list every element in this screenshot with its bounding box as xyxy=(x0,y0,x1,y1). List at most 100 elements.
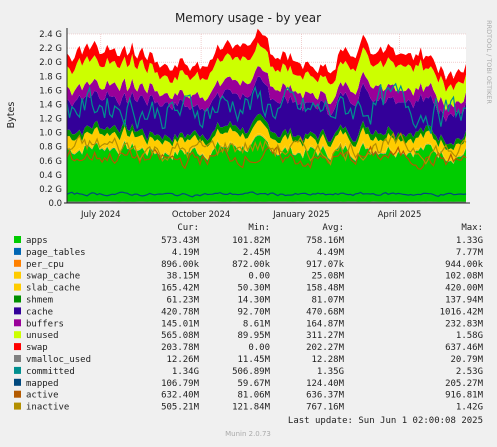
legend-value: 767.16M xyxy=(306,403,345,413)
legend-value: 106.79M xyxy=(161,379,200,389)
legend-name: slab_cache xyxy=(26,284,80,294)
legend-name: per_cpu xyxy=(26,260,64,270)
legend-name: unused xyxy=(26,331,59,341)
legend-value: 202.27M xyxy=(306,343,345,353)
legend-value: 470.68M xyxy=(306,307,345,317)
legend-swatch xyxy=(14,295,21,303)
legend-name: page_tables xyxy=(26,248,86,258)
axis-ticks: 0.0 0.2 G 0.4 G 0.6 G 0.8 G 1.0 G 1.2 G 1.4 G 1.… xyxy=(39,30,421,220)
x-tick-label: April 2025 xyxy=(378,210,422,220)
legend-swatch xyxy=(14,247,21,255)
legend-name: inactive xyxy=(26,403,69,413)
legend-header: Cur: xyxy=(177,223,199,233)
area-unused xyxy=(67,42,466,111)
y-tick-label: 0.2 G xyxy=(39,185,62,195)
legend-name: apps xyxy=(26,236,48,246)
y-tick-label: 1.8 G xyxy=(39,72,62,82)
axes xyxy=(64,28,470,204)
legend-value: 506.89M xyxy=(232,367,271,377)
y-tick-label: 2.2 G xyxy=(39,44,62,54)
legend-swatch xyxy=(14,402,21,410)
legend-header: Avg: xyxy=(322,223,344,233)
legend-value: 25.08M xyxy=(311,272,344,282)
side-label: RRDTOOL / TOBI OETIKER xyxy=(485,20,493,104)
legend-value: 896.00k xyxy=(161,260,200,270)
area-swap_cache xyxy=(67,133,466,164)
area-slab_cache xyxy=(67,120,466,162)
legend-value: 20.79M xyxy=(450,355,483,365)
legend-value: 2.45M xyxy=(243,248,271,258)
legend-value: 137.94M xyxy=(445,296,484,306)
legend-value: 916.81M xyxy=(445,391,484,401)
legend-value: 1016.42M xyxy=(440,307,484,317)
legend-swatch xyxy=(14,343,21,351)
legend-value: 420.00M xyxy=(445,284,484,294)
legend-swatch xyxy=(14,390,21,398)
legend-value: 1.42G xyxy=(456,403,483,413)
legend-value: 565.08M xyxy=(161,331,200,341)
line-vmalloc_used xyxy=(67,201,467,204)
legend-value: 12.28M xyxy=(311,355,344,365)
line-inactive xyxy=(66,132,467,166)
last-update: Last update: Sun Jun 1 02:00:08 2025 xyxy=(288,416,483,426)
y-tick-label: 0.0 xyxy=(48,199,62,209)
legend-value: 758.16M xyxy=(306,236,345,246)
legend-swatch xyxy=(14,355,21,362)
legend-value: 101.82M xyxy=(232,236,271,246)
legend-value: 872.00k xyxy=(232,260,271,270)
footer-version: Munin 2.0.73 xyxy=(225,430,271,438)
area-apps xyxy=(67,135,466,203)
line-mapped xyxy=(66,191,467,198)
legend-swatch xyxy=(14,331,21,339)
y-tick-label: 1.6 G xyxy=(39,86,62,96)
legend-value: 8.61M xyxy=(243,319,271,329)
y-tick-label: 1.4 G xyxy=(39,100,62,110)
legend-value: 92.70M xyxy=(237,307,270,317)
legend-name: swap xyxy=(26,343,48,353)
legend-swatch xyxy=(14,236,21,243)
line-committed xyxy=(66,82,467,134)
legend-value: 11.45M xyxy=(237,355,270,365)
legend-name: cache xyxy=(26,307,53,317)
line-active xyxy=(66,145,467,170)
legend-name: active xyxy=(26,391,59,401)
y-tick-label: 0.4 G xyxy=(39,171,62,181)
y-axis-label: Bytes xyxy=(6,102,17,129)
legend: Cur: Min: Avg: Max: apps 573.43M 101.82M 758.16… xyxy=(14,223,484,413)
legend-value: 232.83M xyxy=(445,319,484,329)
legend-name: mapped xyxy=(26,379,59,389)
legend-value: 1.34G xyxy=(172,367,199,377)
legend-value: 944.00k xyxy=(445,260,484,270)
y-tick-label: 1.2 G xyxy=(39,115,62,125)
legend-value: 0.00 xyxy=(248,343,270,353)
area-swap xyxy=(67,28,466,92)
y-tick-label: 2.0 G xyxy=(39,58,62,68)
legend-value: 145.01M xyxy=(161,319,200,329)
legend-header: Min: xyxy=(248,223,270,233)
legend-value: 636.37M xyxy=(306,391,345,401)
legend-value: 917.07k xyxy=(306,260,345,270)
y-tick-label: 2.4 G xyxy=(39,30,62,40)
y-tick-label: 1.0 G xyxy=(39,129,62,139)
legend-value: 205.27M xyxy=(445,379,484,389)
legend-swatch xyxy=(14,378,21,386)
chart-title: Memory usage - by year xyxy=(175,11,321,25)
legend-value: 38.15M xyxy=(166,272,199,282)
legend-swatch xyxy=(14,259,21,267)
legend-value: 420.78M xyxy=(161,307,200,317)
legend-swatch xyxy=(14,307,21,315)
legend-name: shmem xyxy=(26,296,53,306)
x-tick-label: January 2025 xyxy=(272,210,330,220)
legend-value: 573.43M xyxy=(161,236,200,246)
legend-value: 0.00 xyxy=(248,272,270,282)
legend-value: 102.08M xyxy=(445,272,484,282)
legend-value: 61.23M xyxy=(166,296,199,306)
legend-value: 7.77M xyxy=(456,248,484,258)
legend-name: committed xyxy=(26,367,75,377)
legend-value: 14.30M xyxy=(237,296,270,306)
legend-name: buffers xyxy=(26,319,64,329)
y-tick-label: 0.6 G xyxy=(39,157,62,167)
legend-value: 311.27M xyxy=(306,331,345,341)
x-tick-label: October 2024 xyxy=(172,210,230,220)
